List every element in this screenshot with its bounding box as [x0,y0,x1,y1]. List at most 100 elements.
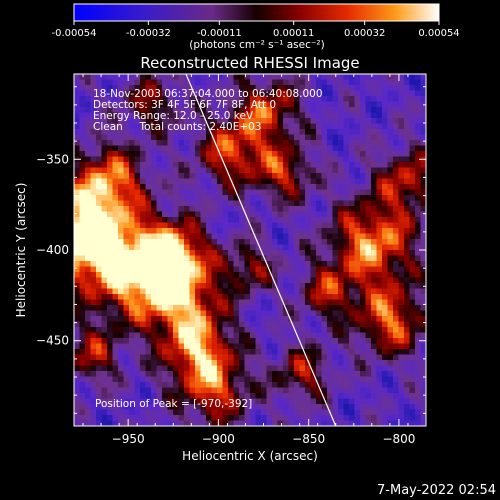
heatmap-cell [255,74,262,81]
heatmap-cell [107,393,114,400]
heatmap-cell [178,327,185,334]
heatmap-cell [332,404,339,411]
heatmap-cell [294,415,301,422]
heatmap-cell [145,310,152,317]
heatmap-cell [415,321,422,328]
heatmap-cell [79,255,86,262]
heatmap-cell [90,404,97,411]
heatmap-cell [90,90,97,97]
heatmap-cell [206,409,213,416]
heatmap-cell [129,189,136,196]
heatmap-cell [151,310,158,317]
heatmap-cell [250,96,257,103]
heatmap-cell [162,129,169,136]
heatmap-cell [101,398,108,405]
heatmap-cell [255,217,262,224]
heatmap-cell [112,332,119,339]
heatmap-cell [404,255,411,262]
heatmap-cell [129,305,136,312]
heatmap-cell [189,79,196,86]
heatmap-cell [299,277,306,284]
heatmap-cell [299,305,306,312]
heatmap-cell [266,349,273,356]
heatmap-cell [404,349,411,356]
heatmap-cell [409,365,416,372]
heatmap-cell [184,332,191,339]
heatmap-cell [338,415,345,422]
heatmap-cell [123,321,130,328]
heatmap-cell [294,222,301,229]
heatmap-cell [393,332,400,339]
heatmap-cell [167,299,174,306]
heatmap-cell [354,321,361,328]
heatmap-cell [101,365,108,372]
heatmap-cell [261,299,268,306]
heatmap-cell [371,365,378,372]
heatmap-cell [151,382,158,389]
heatmap-cell [74,283,81,290]
heatmap-cell [365,321,372,328]
heatmap-cell [310,206,317,213]
heatmap-cell [151,123,158,130]
heatmap-cell [200,332,207,339]
heatmap-cell [145,222,152,229]
heatmap-cell [178,321,185,328]
heatmap-cell [134,382,141,389]
heatmap-cell [145,96,152,103]
heatmap-cell [244,283,251,290]
heatmap-cell [173,305,180,312]
heatmap-cell [316,415,323,422]
heatmap-cell [261,112,268,119]
heatmap-cell [167,74,174,81]
heatmap-cell [338,332,345,339]
heatmap-cell [167,195,174,202]
heatmap-cell [145,382,152,389]
heatmap-cell [195,283,202,290]
heatmap-cell [167,162,174,169]
heatmap-cell [404,85,411,92]
heatmap-cell [283,343,290,350]
heatmap-cell [376,96,383,103]
heatmap-cell [85,173,92,180]
heatmap-cell [244,222,251,229]
heatmap-cell [371,145,378,152]
heatmap-cell [387,145,394,152]
heatmap-cell [118,404,125,411]
heatmap-cell [178,360,185,367]
heatmap-cell [145,387,152,394]
heatmap-cell [398,404,405,411]
heatmap-cell [90,222,97,229]
heatmap-cell [118,338,125,345]
heatmap-cell [178,354,185,361]
heatmap-cell [134,156,141,163]
heatmap-cell [101,244,108,251]
heatmap-cell [349,200,356,207]
heatmap-cell [129,167,136,174]
heatmap-cell [349,85,356,92]
heatmap-cell [404,360,411,367]
heatmap-cell [266,134,273,141]
heatmap-cell [90,101,97,108]
heatmap-cell [74,250,81,257]
heatmap-cell [409,420,416,426]
heatmap-cell [354,123,361,130]
heatmap-cell [96,206,103,213]
heatmap-cell [327,206,334,213]
heatmap-cell [277,305,284,312]
heatmap-cell [200,327,207,334]
heatmap-cell [288,140,295,147]
heatmap-cell [365,233,372,240]
heatmap-cell [211,261,218,268]
heatmap-cell [129,184,136,191]
heatmap-cell [239,354,246,361]
heatmap-cell [277,338,284,345]
heatmap-cell [129,173,136,180]
heatmap-cell [162,299,169,306]
heatmap-cell [200,79,207,86]
heatmap-cell [156,222,163,229]
heatmap-cell [382,200,389,207]
heatmap-cell [415,178,422,185]
heatmap-cell [277,415,284,422]
heatmap-cell [261,206,268,213]
heatmap-cell [272,211,279,218]
